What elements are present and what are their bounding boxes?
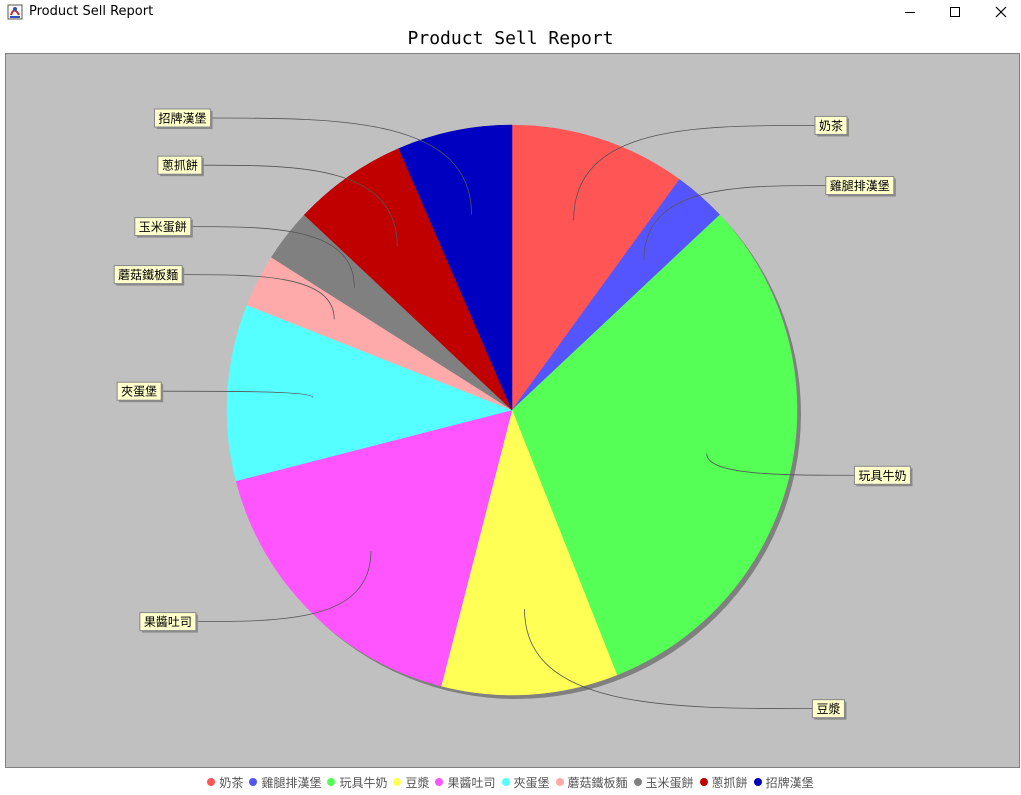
pie-slice: [235, 409, 513, 687]
legend-swatch: [327, 778, 336, 786]
slice-label-text: 招牌漢堡: [159, 111, 207, 126]
pie-slice: [440, 409, 618, 696]
slice-label: 玩具牛奶: [853, 465, 913, 487]
pie-slice: [398, 124, 513, 411]
legend-swatch: [393, 778, 402, 786]
java-app-icon: [7, 4, 23, 20]
slice-label-text: 玩具牛奶: [858, 468, 906, 483]
slice-label-text: 豆漿: [816, 701, 840, 716]
slice-label-text: 玉米蛋餅: [139, 219, 187, 234]
legend-swatch: [435, 778, 444, 786]
legend-swatch: [501, 778, 510, 786]
legend-entry: 雞腿排漢堡: [249, 774, 321, 791]
minimize-button[interactable]: [887, 0, 933, 24]
slice-label: 豆漿: [811, 699, 847, 720]
chart-title: Product Sell Report: [407, 28, 614, 49]
legend-entry: 玉米蛋餅: [633, 774, 694, 791]
pie-slice: [511, 214, 798, 676]
slice-label: 蔥抓餅: [157, 155, 204, 177]
legend-entry: 招牌漢堡: [753, 774, 814, 791]
label-leader-line: [573, 124, 815, 221]
legend-label: 蔥抓餅: [711, 775, 748, 790]
label-leader-line: [182, 274, 335, 320]
label-leader-line: [195, 551, 372, 623]
legend-label: 招牌漢堡: [765, 775, 814, 790]
slice-label-text: 奶茶: [819, 118, 843, 133]
label-leader-line: [190, 226, 355, 288]
slice-label-text: 蘑菇鐵板麵: [118, 267, 178, 282]
minimize-icon: [905, 12, 915, 13]
slice-label: 奶茶: [814, 115, 849, 137]
label-leader-line: [706, 453, 855, 476]
legend-entry: 蔥抓餅: [699, 774, 748, 791]
slice-label-text: 蔥抓餅: [162, 158, 198, 173]
legend-entry: 奶茶: [207, 774, 243, 791]
legend-swatch: [633, 778, 642, 786]
maximize-icon: [950, 7, 960, 17]
legend-label: 玉米蛋餅: [645, 775, 694, 790]
legend-entry: 夾蛋堡: [501, 774, 550, 791]
label-leader-line: [201, 164, 398, 247]
maximize-button[interactable]: [932, 0, 978, 24]
label-leader-line: [643, 185, 826, 261]
slice-label: 蘑菇鐵板麵: [113, 265, 185, 286]
slice-label: 招牌漢堡: [154, 108, 213, 129]
legend-entry: 玩具牛奶: [327, 774, 387, 791]
legend-label: 玩具牛奶: [339, 775, 388, 790]
legend-swatch: [555, 778, 564, 786]
label-leader-line: [210, 117, 472, 215]
legend-swatch: [753, 778, 762, 786]
legend-label: 果醬吐司: [447, 775, 496, 790]
slice-label-text: 夾蛋堡: [121, 384, 157, 399]
pie-slice: [511, 124, 680, 411]
legend-entry: 豆漿: [393, 774, 429, 791]
legend-label: 夾蛋堡: [513, 775, 550, 790]
legend-entry: 果醬吐司: [435, 774, 496, 791]
title-bar[interactable]: Product Sell Report: [0, 0, 1021, 24]
legend-swatch: [249, 778, 258, 786]
slice-label-text: 果醬吐司: [144, 614, 192, 629]
slice-label: 玉米蛋餅: [134, 217, 193, 238]
legend-label: 奶茶: [219, 775, 244, 790]
legend-label: 豆漿: [405, 775, 430, 790]
window-title: Product Sell Report: [29, 4, 154, 19]
chart-legend: 奶茶 雞腿排漢堡 玩具牛奶 豆漿 果醬吐司 夾蛋堡 蘑菇鐵板麵 玉米蛋餅 蔥抓餅 招牌漢堡: [0, 774, 1021, 790]
label-leader-line: [524, 609, 813, 710]
close-button[interactable]: [978, 0, 1021, 24]
slice-label: 果醬吐司: [139, 612, 198, 633]
label-leader-line: [161, 390, 314, 398]
legend-label: 蘑菇鐵板麵: [567, 775, 628, 790]
legend-swatch: [207, 778, 216, 786]
slice-label: 雞腿排漢堡: [825, 176, 896, 197]
pie-slice: [226, 304, 513, 482]
legend-label: 雞腿排漢堡: [261, 775, 322, 790]
slice-label-text: 雞腿排漢堡: [830, 178, 890, 193]
pie-slice: [303, 148, 513, 411]
legend-swatch: [699, 778, 708, 786]
legend-entry: 蘑菇鐵板麵: [555, 774, 628, 791]
slice-label: 夾蛋堡: [116, 381, 164, 403]
close-icon: [995, 6, 1007, 18]
